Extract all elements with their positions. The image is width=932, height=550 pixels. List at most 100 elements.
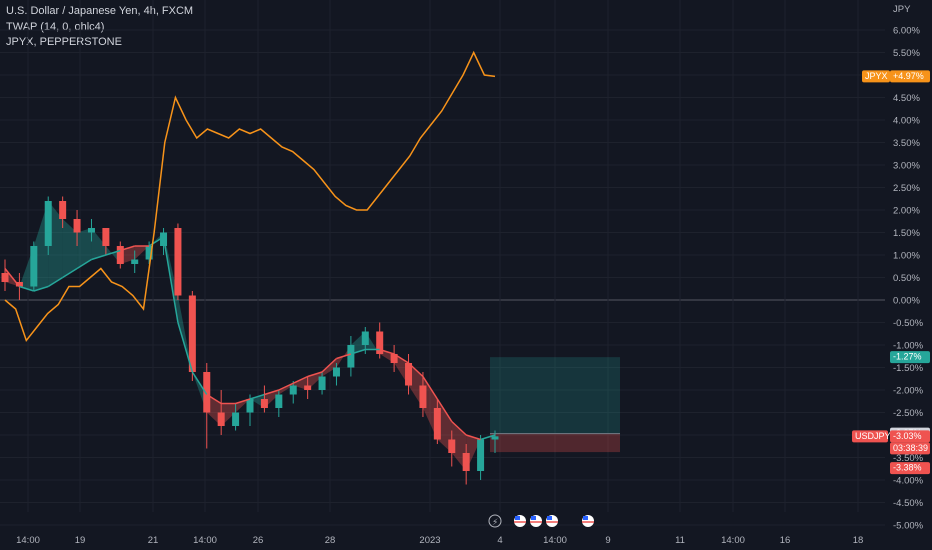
usdjpy-value-badge: -3.03%: [893, 431, 922, 441]
candle-body: [419, 385, 427, 408]
x-tick-label: 19: [75, 535, 86, 546]
jpyx-value-badge: +4.97%: [893, 71, 924, 81]
twap-line-segment: [436, 398, 453, 422]
twap-line-segment: [4, 268, 20, 287]
candle-body: [477, 439, 485, 471]
jpyx-symbol-badge: JPYX: [865, 71, 888, 81]
twap-fill-segment: [466, 435, 481, 471]
target-zone: [490, 357, 620, 434]
candle-body: [304, 385, 312, 390]
y-tick-label: 3.50%: [893, 138, 920, 149]
y-tick-label: -4.50%: [893, 498, 924, 509]
y-tick-label: -1.00%: [893, 341, 924, 352]
y-tick-label: 3.00%: [893, 161, 920, 172]
candle-body: [405, 363, 413, 386]
twap-line-segment: [393, 353, 409, 364]
flag-canton: [531, 516, 536, 520]
legend-main-symbol[interactable]: U.S. Dollar / Japanese Yen, 4h, FXCM: [6, 5, 194, 17]
candle-body: [318, 376, 326, 390]
twap-fill-segment: [206, 394, 222, 426]
twap-line-segment: [451, 420, 467, 436]
usdjpy-symbol-badge: USDJPY: [855, 431, 891, 441]
candle-body: [390, 354, 398, 363]
stop-badge-bg: [890, 462, 930, 475]
y-tick-label: 1.00%: [893, 251, 920, 262]
jpyx-symbol-badge-bg: [862, 70, 890, 83]
chart-grid: [0, 0, 885, 526]
candle-body: [15, 282, 23, 287]
twap-line-segment: [177, 322, 194, 373]
twap-line-segment: [235, 398, 251, 405]
twap-line-segment: [292, 375, 308, 384]
candle-body: [1, 273, 9, 282]
twap-line-segment: [480, 434, 496, 441]
twap-fill-segment: [278, 383, 294, 395]
twap-line-segment: [120, 245, 135, 252]
candle-body: [289, 385, 297, 395]
jpyx-compare-line: [4, 50, 496, 343]
candle-body: [87, 228, 95, 233]
twap-line-segment: [379, 348, 395, 355]
twap-fill-segment: [48, 201, 63, 287]
legend-compare-symbol[interactable]: JPYX, PEPPERSTONE: [6, 36, 122, 48]
long-position-box[interactable]: [490, 357, 620, 453]
price-axis[interactable]: JPY 6.00%5.50%5.00%4.50%4.00%3.50%3.00%2…: [893, 4, 924, 532]
twap-line-segment: [76, 258, 92, 270]
candle-body: [433, 408, 441, 440]
y-tick-label: 5.50%: [893, 48, 920, 59]
twap-fill-segment: [120, 246, 135, 264]
twap-line-segment: [105, 249, 121, 256]
twap-line-segment: [307, 371, 323, 378]
economic-events[interactable]: ⚡: [488, 514, 594, 528]
y-tick-label: -2.00%: [893, 386, 924, 397]
twap-fill-segment: [422, 376, 438, 440]
twap-fill-segment: [394, 354, 409, 386]
twap-fill-area: [5, 201, 495, 471]
jpyx-value-badge-bg: [890, 70, 930, 83]
target-badge: -1.27%: [893, 352, 922, 362]
twap-fill-segment: [307, 372, 323, 390]
twap-fill-segment: [192, 372, 207, 413]
y-tick-label: 4.00%: [893, 116, 920, 127]
twap-fill-segment: [235, 399, 250, 413]
y-tick-label: 2.50%: [893, 183, 920, 194]
y-tick-label: -3.50%: [893, 453, 924, 464]
x-tick-label: 4: [497, 535, 502, 546]
usdjpy-value-badge-bg: [890, 430, 930, 443]
y-tick-label: 0.50%: [893, 273, 920, 284]
twap-fill-segment: [336, 345, 351, 368]
jpyx-line: [4, 50, 496, 343]
twap-fill-segment: [379, 349, 395, 363]
time-axis[interactable]: 14:00 19 21 14:00 26 28 2023 4 14:00 9 11 14:00 16 18: [16, 535, 863, 546]
x-tick-label: 18: [853, 535, 864, 546]
y-tick-label: -0.50%: [893, 318, 924, 329]
x-tick-label: 2023: [419, 535, 440, 546]
flag-canton: [583, 516, 588, 520]
twap-line-segment: [422, 376, 438, 400]
candlestick-series: [1, 196, 499, 485]
twap-line-segment: [350, 348, 366, 355]
twap-fill-segment: [149, 232, 164, 246]
twap-line-segment: [148, 236, 164, 247]
y-tick-label: -1.50%: [893, 363, 924, 374]
twap-fill-segment: [177, 295, 193, 372]
candle-body: [361, 331, 369, 345]
twap-fill-segment: [293, 376, 308, 390]
usdjpy-symbol-badge-bg: [852, 430, 888, 443]
twap-line-segment: [206, 393, 222, 405]
x-tick-label: 14:00: [543, 535, 567, 546]
y-tick-label: 2.00%: [893, 206, 920, 217]
flag-canton: [515, 516, 520, 520]
y-tick-label: -5.00%: [893, 521, 924, 532]
price-badges: JPYX+4.97%-1.27%-2.97%USDJPY-3.03%03:38:…: [852, 70, 930, 475]
twap-line-segment: [249, 393, 265, 400]
candle-body: [491, 436, 499, 440]
twap-line-segment: [62, 267, 78, 279]
twap-fill-segment: [408, 363, 423, 408]
x-tick-label: 14:00: [721, 535, 745, 546]
candle-body: [462, 453, 470, 471]
candle-body: [44, 201, 52, 246]
twap-fill-segment: [250, 394, 265, 408]
x-tick-label: 11: [675, 535, 685, 546]
